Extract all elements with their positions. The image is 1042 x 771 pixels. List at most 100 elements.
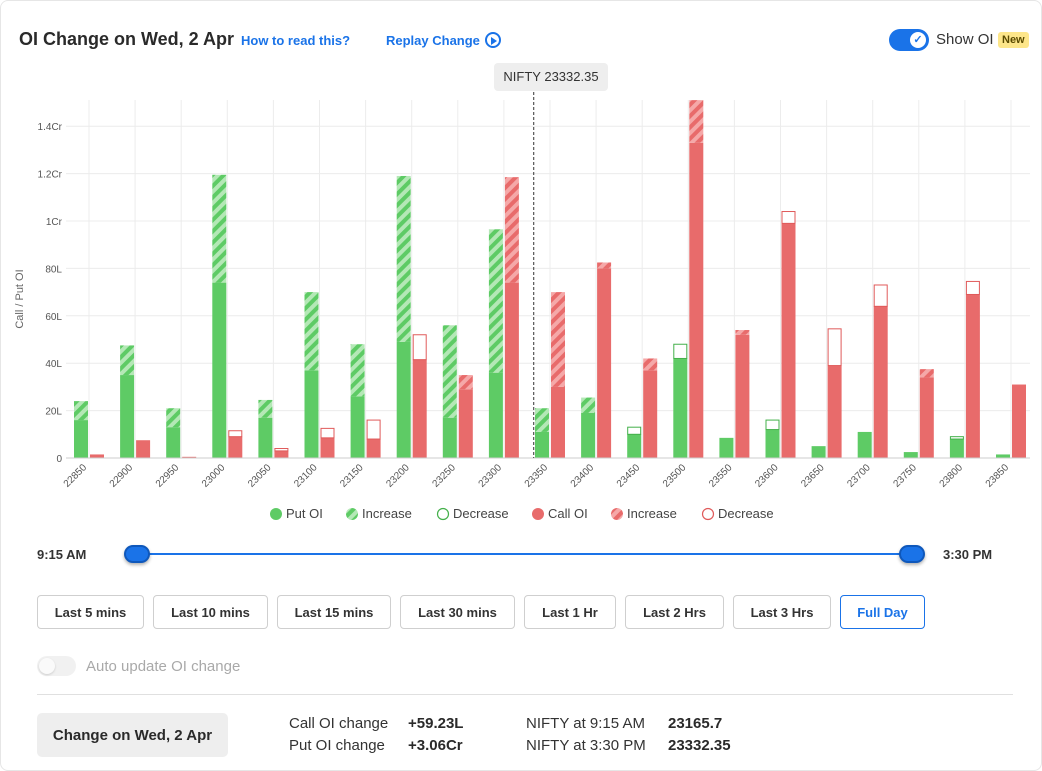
put-oi-bar (258, 417, 273, 458)
x-tick-label: 23000 (200, 462, 228, 490)
put-oi-bar (811, 446, 826, 458)
call-increase-bar (919, 369, 934, 378)
call-oi-bar (689, 142, 704, 459)
x-tick-label: 23850 (984, 462, 1012, 490)
put-oi-bar (535, 431, 549, 458)
range-button-last-3-hrs[interactable]: Last 3 Hrs (733, 595, 831, 629)
call-oi-bar (366, 439, 381, 458)
nifty-close-label: NIFTY at 3:30 PM (526, 737, 646, 754)
y-tick-label: 1.2Cr (38, 170, 63, 181)
x-tick-label: 23600 (753, 462, 781, 490)
how-to-read-link[interactable]: How to read this? (241, 33, 351, 48)
put-oi-bar (673, 358, 688, 458)
put-decrease-bar (673, 343, 688, 359)
put-increase-bar (120, 345, 135, 376)
y-tick-label: 60L (45, 312, 62, 323)
range-button-last-5-mins[interactable]: Last 5 mins (37, 595, 144, 629)
nifty-spot-marker: NIFTY 23332.35 (494, 63, 608, 91)
legend-label: Put OI (286, 506, 323, 521)
replay-change-link[interactable]: Replay Change (386, 33, 480, 48)
put-oi-bar (396, 341, 411, 458)
call-decrease-bar (827, 328, 842, 367)
call-oi-bar (90, 454, 104, 458)
time-slider-track[interactable] (137, 553, 912, 555)
call-oi-bar (873, 306, 888, 458)
call-oi-bar (597, 268, 612, 458)
range-button-last-15-mins[interactable]: Last 15 mins (277, 595, 391, 629)
auto-update-toggle[interactable] (37, 656, 76, 676)
check-icon: ✓ (910, 32, 926, 48)
put-oi-bar (166, 427, 181, 458)
bars (74, 100, 1026, 459)
put-oi-bar (442, 417, 457, 458)
x-tick-label: 23700 (845, 462, 873, 490)
call-oi-change-label: Call OI change (289, 715, 389, 732)
call-increase-bar (597, 262, 612, 269)
change-date-button[interactable]: Change on Wed, 2 Apr (37, 713, 228, 757)
put-increase-bar (488, 229, 503, 373)
legend-swatch (346, 508, 358, 520)
divider (37, 694, 1013, 695)
range-button-last-30-mins[interactable]: Last 30 mins (400, 595, 515, 629)
put-oi-bar (996, 454, 1010, 458)
show-oi-toggle[interactable]: ✓ (889, 29, 929, 51)
legend-label: Call OI (548, 506, 588, 521)
x-tick-label: 23750 (891, 462, 919, 490)
legend-label: Decrease (718, 506, 774, 521)
put-increase-bar (442, 325, 457, 418)
x-tick-label: 23100 (292, 462, 320, 490)
call-decrease-bar (274, 448, 289, 452)
call-oi-bar (965, 294, 980, 458)
call-oi-bar (1012, 384, 1026, 458)
x-tick-label: 23250 (430, 462, 458, 490)
x-tick-label: 23050 (246, 462, 274, 490)
put-oi-bar (949, 439, 964, 458)
call-oi-bar (228, 436, 243, 458)
nifty-close-value: 23332.35 (668, 737, 731, 754)
y-tick-label: 1Cr (46, 217, 63, 228)
call-oi-bar (182, 456, 197, 458)
put-increase-bar (304, 292, 319, 371)
x-tick-label: 23150 (338, 462, 366, 490)
range-button-last-10-mins[interactable]: Last 10 mins (153, 595, 268, 629)
range-button-last-2-hrs[interactable]: Last 2 Hrs (625, 595, 724, 629)
slider-start-handle[interactable] (124, 545, 150, 563)
show-oi-label: Show OI (936, 31, 994, 48)
put-oi-change-value: +3.06Cr (408, 737, 463, 754)
x-tick-label: 23450 (615, 462, 643, 490)
range-button-last-1-hr[interactable]: Last 1 Hr (524, 595, 616, 629)
y-axis-label: Call / Put OI (14, 269, 26, 328)
y-tick-label: 1.4Cr (38, 122, 63, 133)
call-decrease-bar (781, 211, 796, 224)
call-decrease-bar (320, 427, 335, 439)
legend-label: Increase (362, 506, 412, 521)
x-tick-label: 22900 (108, 462, 136, 490)
slider-end-handle[interactable] (899, 545, 925, 563)
call-decrease-bar (366, 419, 381, 440)
y-tick-label: 40L (45, 359, 62, 370)
put-oi-bar (719, 437, 734, 458)
call-decrease-bar (873, 284, 888, 307)
call-increase-bar (689, 100, 704, 143)
legend-label: Increase (627, 506, 677, 521)
call-decrease-bar (965, 280, 980, 295)
range-button-full-day[interactable]: Full Day (840, 595, 925, 629)
put-increase-bar (212, 174, 227, 283)
x-tick-label: 22850 (62, 462, 90, 490)
legend-swatch (611, 508, 623, 520)
put-oi-bar (120, 375, 135, 458)
put-increase-bar (350, 344, 365, 397)
nifty-open-label: NIFTY at 9:15 AM (526, 715, 645, 732)
x-tick-label: 23350 (523, 462, 551, 490)
y-tick-label: 0 (56, 454, 62, 465)
put-decrease-bar (765, 419, 780, 431)
page-title: OI Change on Wed, 2 Apr (19, 29, 235, 49)
y-tick-label: 80L (45, 264, 62, 275)
play-circle-icon[interactable] (485, 32, 501, 48)
call-oi-bar (412, 359, 427, 458)
put-oi-bar (765, 429, 780, 458)
x-tick-label: 23300 (477, 462, 505, 490)
new-badge: New (998, 32, 1029, 48)
call-increase-bar (458, 375, 473, 390)
x-tick-label: 23400 (569, 462, 597, 490)
